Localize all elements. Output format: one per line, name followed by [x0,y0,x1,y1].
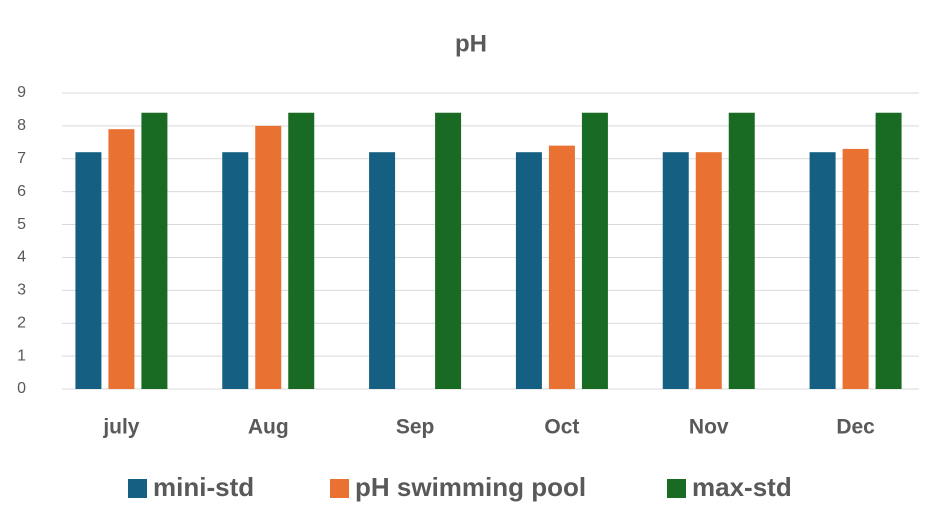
bar [548,145,575,389]
bar [662,152,689,389]
bar [842,148,869,389]
y-tick-label: 9 [17,84,26,101]
legend-swatch [667,479,686,498]
y-tick-label: 7 [17,150,26,167]
bar [108,129,135,389]
legend-label: pH swimming pool [355,472,586,502]
y-tick-label: 6 [17,183,26,200]
x-tick-label: Dec [836,416,875,439]
bar [581,112,608,389]
bar [695,152,722,389]
bar [875,112,902,389]
x-tick-label: Oct [544,416,579,439]
bar [728,112,755,389]
y-tick-label: 8 [17,117,26,134]
y-tick-label: 2 [17,314,26,331]
y-tick-label: 4 [17,249,26,266]
bar [255,125,282,389]
y-tick-label: 0 [17,380,26,397]
y-tick-label: 3 [17,282,26,299]
bar [222,152,249,389]
bar [141,112,168,389]
bar [75,152,102,389]
bar [515,152,542,389]
x-tick-label: Aug [248,416,289,439]
bar [369,152,396,389]
bar [809,152,836,389]
bar [435,112,462,389]
legend-label: mini-std [153,472,254,502]
y-tick-label: 5 [17,216,26,233]
x-tick-label: Sep [396,416,435,439]
bar [288,112,315,389]
chart-title: pH [455,30,487,57]
y-tick-label: 1 [17,347,26,364]
legend-swatch [330,479,349,498]
x-tick-label: Nov [689,416,729,439]
legend-swatch [128,479,147,498]
x-tick-label: july [102,416,139,439]
legend-label: max-std [692,472,792,502]
